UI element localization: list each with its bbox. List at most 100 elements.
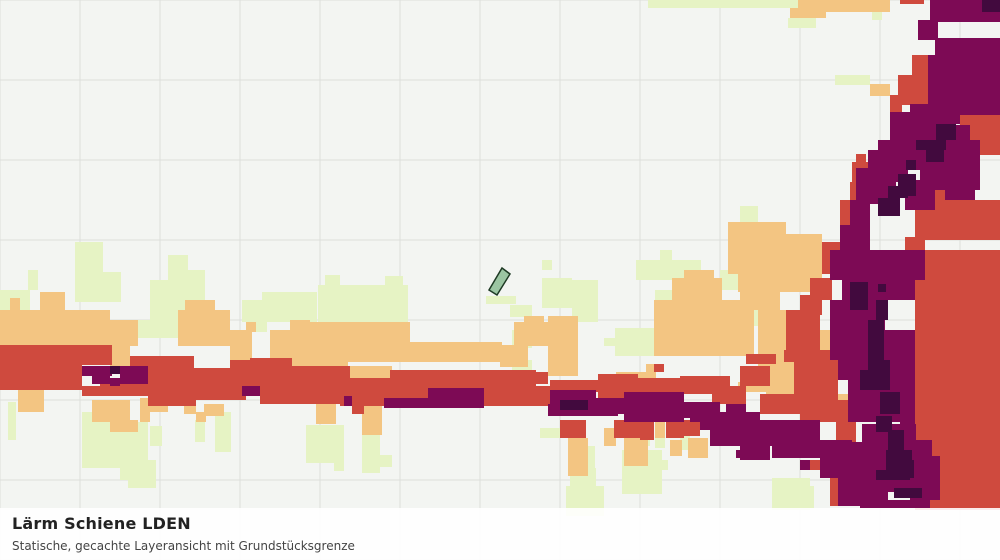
noise-cell-class-5 [878, 284, 886, 292]
noise-cell-class-2 [185, 300, 215, 312]
noise-cell-class-1 [835, 75, 870, 85]
noise-cell-class-5 [888, 186, 908, 198]
noise-cell-class-5 [876, 416, 892, 432]
noise-cell-class-5 [880, 392, 900, 414]
noise-cell-class-4 [890, 112, 940, 142]
noise-cell-class-1 [542, 278, 572, 308]
noise-cell-class-3 [666, 420, 684, 438]
noise-cell-class-2 [500, 345, 528, 367]
noise-cell-class-4 [242, 386, 260, 396]
noise-cell-class-3 [950, 490, 1000, 510]
noise-cell-class-2 [0, 310, 110, 346]
noise-cell-class-1 [255, 322, 267, 332]
noise-cell-class-2 [568, 438, 588, 476]
noise-cell-class-4 [935, 38, 1000, 58]
noise-cell-class-3 [148, 380, 196, 406]
noise-cell-class-1 [572, 280, 598, 322]
noise-cell-class-5 [876, 470, 910, 480]
noise-cell-class-1 [648, 0, 798, 8]
parcel-polygon[interactable] [487, 266, 511, 297]
noise-cell-class-2 [316, 402, 336, 424]
noise-cell-class-2 [820, 330, 830, 350]
noise-cell-class-3 [280, 366, 350, 386]
noise-cell-class-3 [352, 402, 364, 414]
parcel-boundary[interactable] [487, 266, 511, 297]
noise-cell-class-2 [838, 394, 848, 404]
noise-cell-class-1 [150, 426, 162, 446]
noise-cell-class-4 [344, 396, 352, 406]
noise-cell-class-5 [880, 206, 892, 216]
noise-cell-class-4 [110, 378, 120, 386]
noise-cell-class-3 [794, 346, 802, 354]
noise-cell-class-1 [362, 435, 380, 473]
noise-cell-class-5 [860, 370, 886, 390]
noise-cell-class-3 [786, 310, 820, 350]
noise-cell-class-2 [362, 405, 382, 435]
noise-cell-class-2 [654, 300, 754, 356]
noise-cell-class-3 [82, 386, 100, 396]
noise-cell-class-2 [738, 382, 766, 392]
noise-cell-class-1 [660, 250, 672, 262]
noise-cell-class-3 [746, 354, 776, 364]
noise-cell-class-2 [40, 292, 65, 310]
noise-cell-class-5 [560, 400, 588, 410]
noise-cell-class-3 [810, 460, 820, 470]
noise-cell-class-3 [390, 370, 536, 390]
noise-cell-class-2 [92, 400, 130, 422]
noise-cell-class-2 [624, 438, 648, 466]
noise-cell-class-1 [788, 18, 816, 28]
noise-cell-class-3 [900, 0, 924, 4]
noise-cell-class-5 [850, 282, 868, 310]
noise-cell-class-3 [614, 420, 640, 438]
noise-cell-class-4 [800, 460, 810, 470]
noise-cell-class-1 [784, 486, 814, 508]
noise-cell-class-4 [945, 170, 975, 200]
noise-cell-class-4 [596, 398, 626, 414]
noise-cell-class-4 [740, 440, 770, 460]
noise-cell-class-3 [830, 478, 840, 506]
noise-cell-class-1 [242, 300, 262, 322]
noise-cell-class-2 [790, 8, 826, 18]
noise-cell-class-3 [654, 364, 664, 372]
noise-cell-class-4 [918, 20, 938, 40]
noise-cell-class-5 [916, 140, 946, 150]
noise-cell-class-2 [672, 278, 722, 308]
noise-cell-class-5 [982, 0, 1000, 12]
noise-cell-class-4 [900, 380, 915, 430]
noise-cell-class-4 [726, 404, 746, 418]
rail-noise-layer [0, 0, 1000, 516]
noise-cell-class-3 [100, 384, 148, 396]
noise-cell-class-3 [394, 386, 434, 398]
noise-cell-class-4 [428, 388, 484, 408]
noise-cell-class-1 [103, 272, 121, 302]
noise-cell-class-2 [178, 310, 230, 346]
noise-cell-class-1 [486, 296, 516, 304]
noise-cell-class-1 [128, 460, 156, 488]
noise-cell-class-1 [385, 276, 403, 288]
noise-cell-class-5 [888, 430, 904, 450]
noise-cell-class-1 [585, 446, 595, 456]
noise-cell-class-5 [876, 300, 888, 320]
noise-cell-class-2 [346, 366, 392, 378]
noise-cell-class-1 [138, 320, 178, 338]
noise-cell-class-1 [604, 338, 616, 346]
map-caption: Lärm Schiene LDEN Statische, gecachte La… [0, 508, 1000, 560]
noise-cell-class-1 [370, 455, 392, 467]
noise-cell-class-2 [740, 290, 780, 310]
noise-cell-class-2 [548, 316, 578, 376]
noise-cell-class-3 [560, 420, 586, 438]
noise-cell-class-3 [760, 394, 800, 414]
noise-cell-class-3 [810, 278, 832, 300]
noise-cell-class-2 [688, 438, 708, 458]
noise-cell-class-4 [82, 366, 112, 376]
noise-cell-class-3 [684, 420, 700, 436]
noise-cell-class-2 [670, 440, 682, 456]
noise-cell-class-4 [120, 366, 148, 384]
noise-cell-class-4 [760, 420, 820, 440]
noise-cell-class-3 [634, 378, 684, 392]
noise-cell-class-3 [898, 75, 928, 105]
noise-cell-class-3 [856, 154, 866, 164]
noise-cell-class-2 [604, 428, 616, 446]
